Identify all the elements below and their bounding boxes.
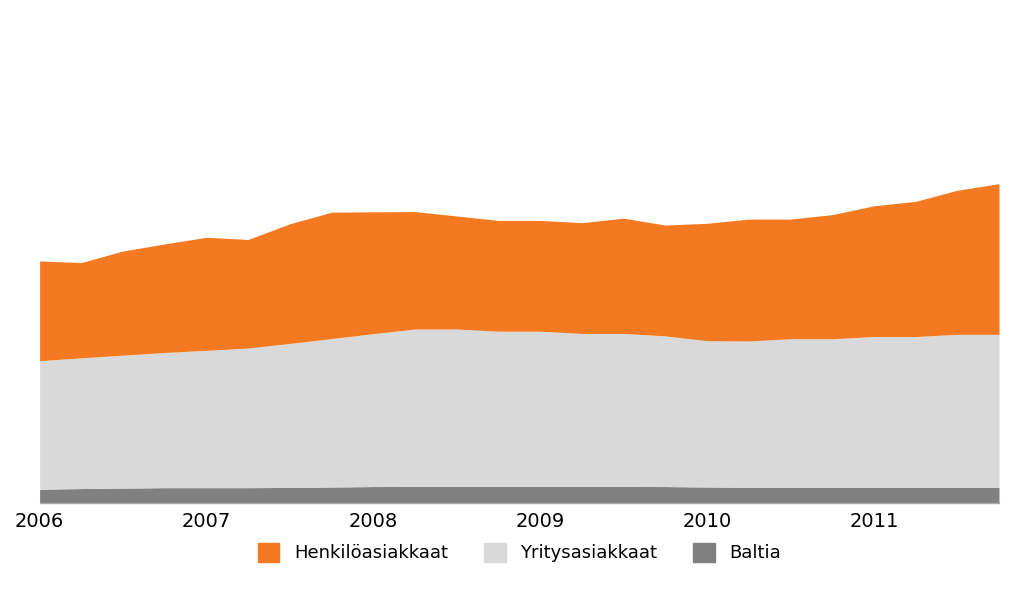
Legend: Henkilöasiakkaat, Yritysasiakkaat, Baltia: Henkilöasiakkaat, Yritysasiakkaat, Balti… <box>248 534 790 571</box>
